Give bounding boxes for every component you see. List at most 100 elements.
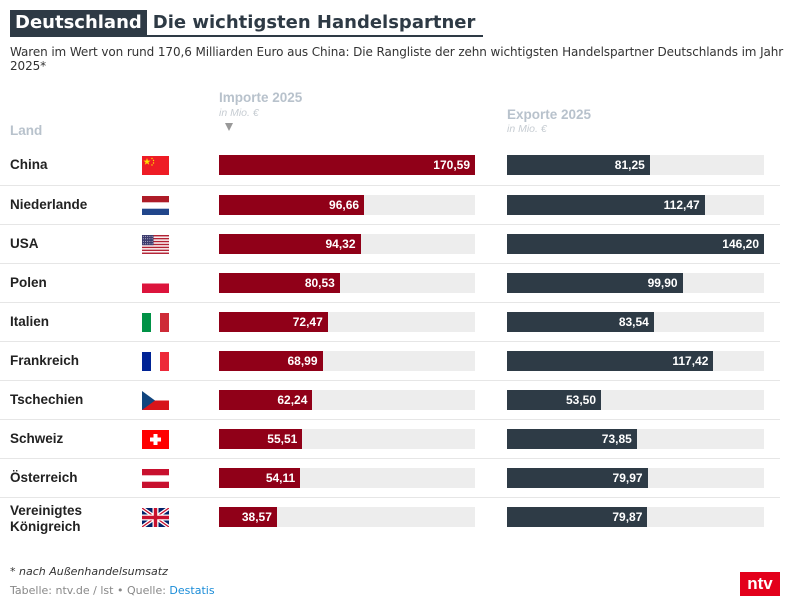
country-name: China	[10, 157, 48, 172]
flag-ch-icon	[142, 430, 169, 449]
table-row: China 170,59 81,25	[0, 146, 780, 185]
table-row: USA 94,32 146,20	[0, 224, 780, 264]
export-bar-track: 112,47	[507, 195, 764, 215]
import-bar: 80,53	[219, 273, 340, 293]
flag-us-icon	[142, 235, 169, 254]
table-row: Tschechien 62,24 53,50	[0, 380, 780, 420]
country-name: USA	[10, 236, 39, 251]
column-header-land[interactable]: Land	[10, 123, 43, 138]
country-name: Italien	[10, 314, 50, 329]
import-bar-track: 96,66	[219, 195, 475, 215]
import-value-label: 68,99	[287, 354, 318, 368]
table-row: Vereinigtes Königreich 38,57 79,87	[0, 497, 780, 537]
import-bar: 96,66	[219, 195, 365, 215]
flag-fr-icon	[142, 352, 169, 371]
flag-at-icon	[142, 469, 169, 488]
flag-it-icon	[142, 313, 169, 332]
import-bar: 72,47	[219, 312, 328, 332]
source-line: Tabelle: ntv.de / lst • Quelle: Destatis	[10, 584, 215, 597]
import-bar: 94,32	[219, 234, 361, 254]
country-name: Tschechien	[10, 392, 84, 407]
import-value-label: 54,11	[265, 471, 296, 485]
export-bar: 146,20	[507, 234, 764, 254]
export-value-label: 73,85	[601, 432, 632, 446]
flag-cn-icon	[142, 156, 169, 175]
imports-unit: in Mio. €	[219, 107, 259, 119]
import-value-label: 72,47	[292, 315, 323, 329]
import-bar: 55,51	[219, 429, 303, 449]
flag-cz-icon	[142, 391, 169, 410]
import-value-label: 94,32	[325, 237, 356, 251]
import-bar-track: 68,99	[219, 351, 475, 371]
import-bar: 170,59	[219, 155, 475, 175]
export-bar: 79,97	[507, 468, 648, 488]
import-bar: 68,99	[219, 351, 323, 371]
import-bar: 54,11	[219, 468, 301, 488]
table-row: Schweiz 55,51 73,85	[0, 419, 780, 459]
import-value-label: 38,57	[241, 510, 272, 524]
export-value-label: 79,87	[612, 510, 643, 524]
export-bar: 73,85	[507, 429, 637, 449]
import-bar-track: 72,47	[219, 312, 475, 332]
export-bar-track: 79,97	[507, 468, 764, 488]
table-row: Österreich 54,11 79,97	[0, 458, 780, 498]
sort-descending-icon[interactable]	[225, 123, 233, 131]
table-row: Niederlande 96,66 112,47	[0, 185, 780, 225]
export-bar-track: 146,20	[507, 234, 764, 254]
ntv-logo: ntv	[740, 572, 780, 596]
export-bar: 83,54	[507, 312, 654, 332]
export-bar: 99,90	[507, 273, 683, 293]
import-bar-track: 55,51	[219, 429, 475, 449]
export-bar-track: 79,87	[507, 507, 764, 527]
chart-title: Deutschland Die wichtigsten Handelspartn…	[10, 10, 484, 37]
import-bar-track: 80,53	[219, 273, 475, 293]
export-value-label: 81,25	[614, 158, 645, 172]
export-value-label: 146,20	[722, 237, 759, 251]
table-row: Italien 72,47 83,54	[0, 302, 780, 342]
export-value-label: 112,47	[663, 198, 700, 212]
import-bar-track: 62,24	[219, 390, 475, 410]
export-bar: 53,50	[507, 390, 602, 410]
export-bar-track: 117,42	[507, 351, 764, 371]
import-bar: 38,57	[219, 507, 277, 527]
footnote: * nach Außenhandelsumsatz	[10, 565, 168, 578]
column-header-imports[interactable]: Importe 2025	[219, 90, 303, 105]
flag-nl-icon	[142, 196, 169, 215]
country-name: Vereinigtes Königreich	[10, 503, 83, 534]
import-value-label: 96,66	[329, 198, 360, 212]
export-bar-track: 73,85	[507, 429, 764, 449]
source-prefix: Tabelle: ntv.de / lst • Quelle:	[10, 584, 170, 597]
title-main: Die wichtigsten Handelspartner	[152, 12, 476, 33]
flag-pl-icon	[142, 274, 169, 293]
source-link[interactable]: Destatis	[169, 584, 215, 597]
chart-subtitle: Waren im Wert von rund 170,6 Milliarden …	[10, 45, 784, 73]
import-bar-track: 38,57	[219, 507, 475, 527]
import-bar-track: 94,32	[219, 234, 475, 254]
export-bar: 117,42	[507, 351, 714, 371]
export-value-label: 83,54	[618, 315, 649, 329]
import-value-label: 55,51	[267, 432, 298, 446]
import-value-label: 62,24	[277, 393, 308, 407]
export-bar-track: 81,25	[507, 155, 764, 175]
export-bar-track: 53,50	[507, 390, 764, 410]
import-bar-track: 170,59	[219, 155, 475, 175]
export-bar-track: 99,90	[507, 273, 764, 293]
country-name: Österreich	[10, 470, 78, 485]
import-bar-track: 54,11	[219, 468, 475, 488]
export-bar: 112,47	[507, 195, 705, 215]
country-name: Frankreich	[10, 353, 80, 368]
country-name: Schweiz	[10, 431, 64, 446]
column-header-exports[interactable]: Exporte 2025	[507, 107, 592, 122]
export-bar-track: 83,54	[507, 312, 764, 332]
export-value-label: 79,97	[612, 471, 643, 485]
title-tag: Deutschland	[10, 10, 147, 35]
exports-unit: in Mio. €	[507, 123, 547, 135]
export-value-label: 99,90	[647, 276, 678, 290]
import-bar: 62,24	[219, 390, 313, 410]
export-bar: 81,25	[507, 155, 650, 175]
country-name: Polen	[10, 275, 47, 290]
flag-gb-icon	[140, 506, 171, 529]
table-row: Frankreich 68,99 117,42	[0, 341, 780, 381]
export-value-label: 117,42	[672, 354, 709, 368]
table-row: Polen 80,53 99,90	[0, 263, 780, 303]
